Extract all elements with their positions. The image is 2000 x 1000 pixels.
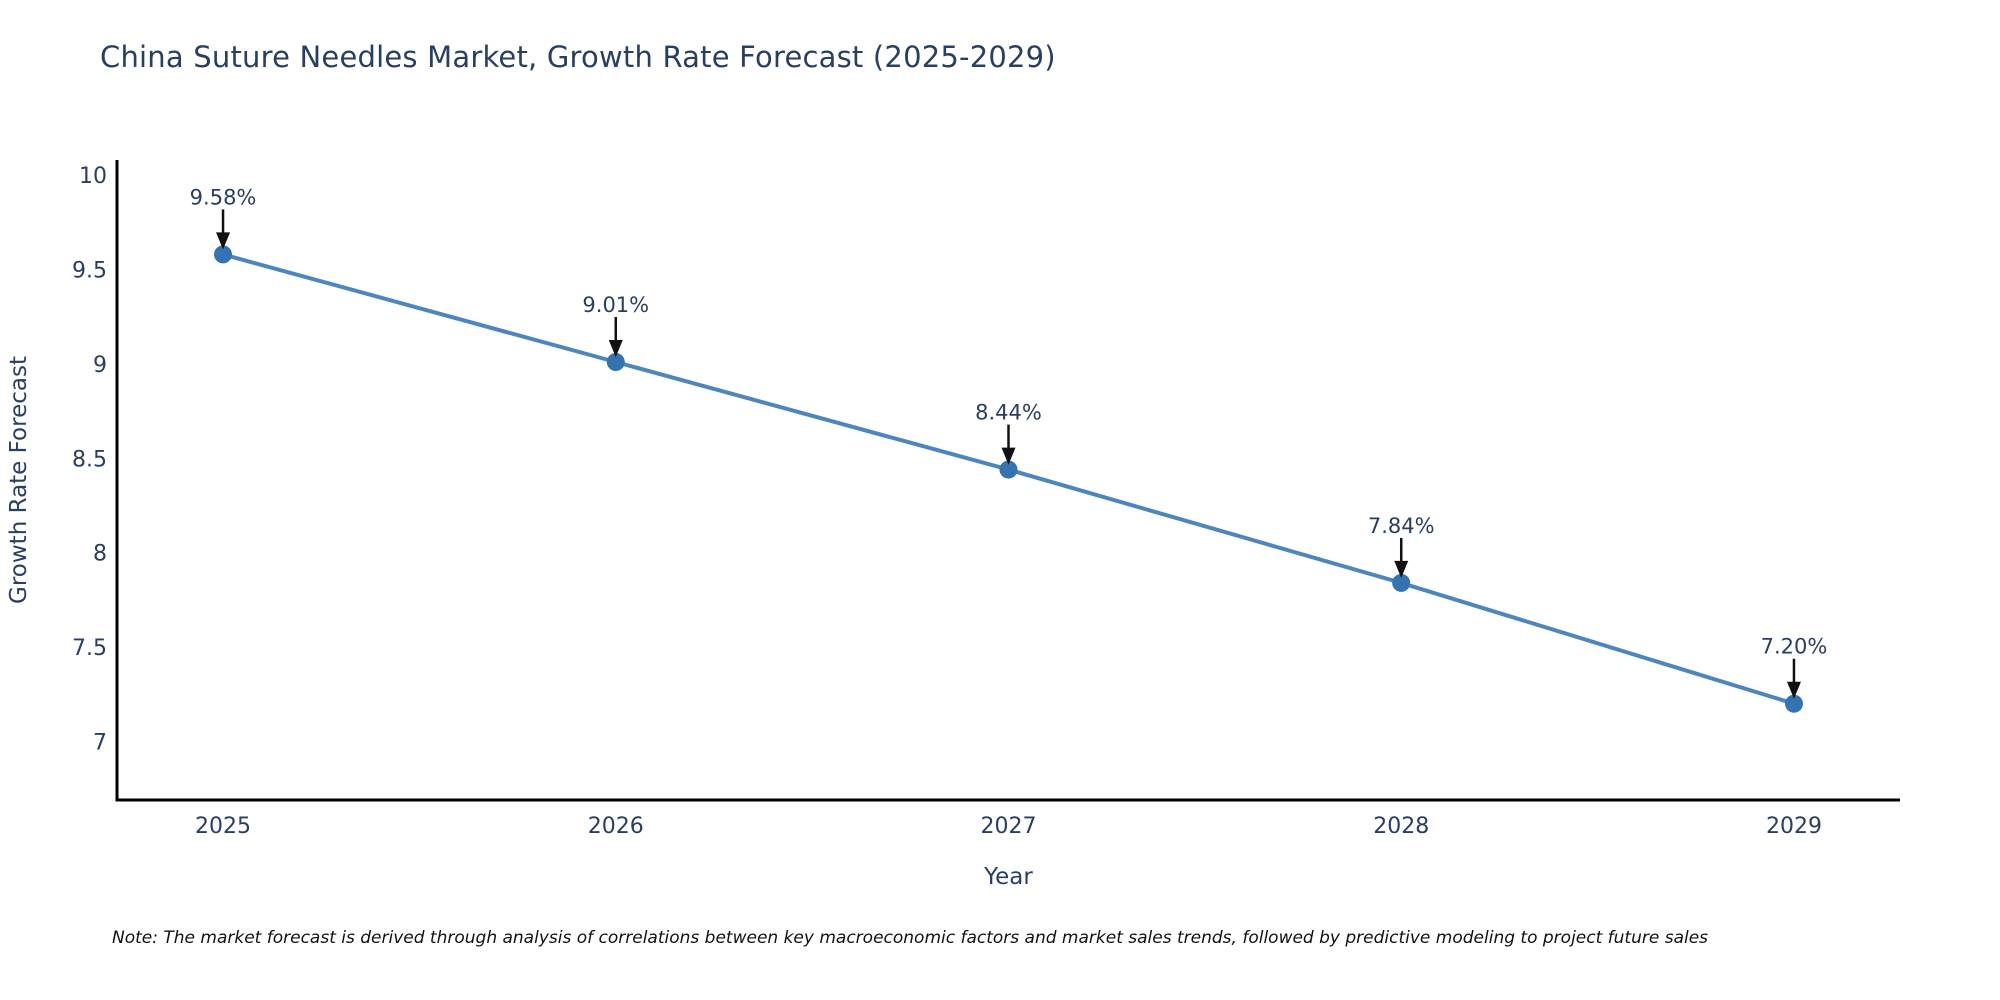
y-tick-label: 8.5 — [72, 447, 107, 472]
data-point-marker — [606, 353, 625, 371]
point-arrowhead — [216, 232, 231, 250]
point-label: 9.01% — [582, 293, 649, 317]
x-tick-label: 2025 — [195, 814, 251, 839]
chart-title: China Suture Needles Market, Growth Rate… — [100, 40, 1056, 74]
y-tick-label: 7.5 — [72, 636, 107, 661]
point-label: 8.44% — [975, 401, 1042, 425]
point-arrowhead — [1394, 560, 1409, 578]
y-tick-label: 7 — [93, 730, 107, 755]
data-point-marker — [999, 460, 1018, 479]
y-tick-label: 10 — [79, 164, 107, 189]
point-label: 9.58% — [190, 185, 257, 209]
data-point-marker — [1785, 694, 1803, 713]
point-arrowhead — [1001, 447, 1016, 465]
data-point-marker — [1392, 573, 1411, 592]
x-tick-label: 2029 — [1766, 814, 1822, 839]
y-tick-label: 9.5 — [72, 258, 107, 283]
x-tick-label: 2027 — [981, 814, 1037, 839]
data-point-marker — [214, 245, 232, 264]
x-axis-title: Year — [983, 864, 1033, 890]
x-tick-label: 2028 — [1373, 814, 1429, 839]
point-arrowhead — [1786, 681, 1801, 699]
x-tick-label: 2026 — [588, 814, 644, 839]
point-arrowhead — [608, 340, 623, 358]
y-axis-title: Growth Rate Forecast — [6, 356, 32, 604]
footnote: Note: The market forecast is derived thr… — [112, 928, 1709, 948]
data-line — [222, 252, 1795, 706]
y-tick-label: 8 — [93, 542, 107, 567]
point-label: 7.20% — [1761, 635, 1828, 659]
point-label: 7.84% — [1368, 514, 1435, 538]
y-tick-label: 9 — [93, 353, 107, 378]
